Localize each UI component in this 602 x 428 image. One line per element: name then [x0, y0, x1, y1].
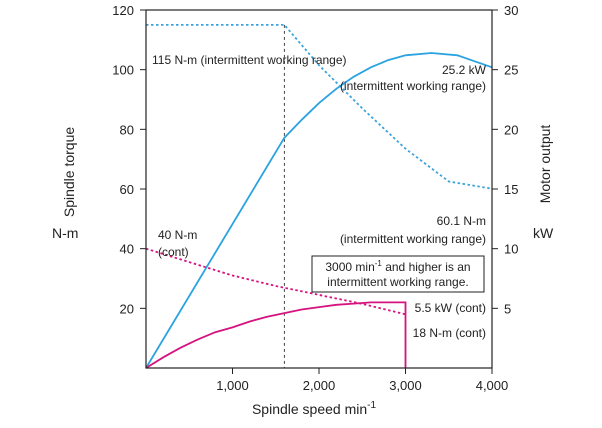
y-right-axis-label: Motor output — [537, 125, 553, 204]
torque-intermittent-line — [146, 24, 493, 190]
note-line-2: intermittent working range. — [327, 275, 468, 289]
y-left-tick-label: 60 — [120, 182, 134, 197]
x-tick-label: 4,000 — [476, 378, 509, 393]
y-left-tick-label: 120 — [112, 3, 134, 18]
y-right-tick-label: 25 — [504, 63, 518, 78]
y-right-tick-label: 15 — [504, 182, 518, 197]
y-right-tick-label: 10 — [504, 242, 518, 257]
label-layer: Spindle torque N-m Motor output kW Spind… — [52, 53, 554, 417]
x-axis-label-main: Spindle speed min — [252, 401, 367, 417]
x-tick-label: 2,000 — [303, 378, 336, 393]
y-left-tick-label: 100 — [112, 63, 134, 78]
annotation-torque-cont-end: 18 N-m (cont) — [413, 326, 486, 340]
y-left-unit-label: N-m — [52, 225, 78, 241]
x-tick-label: 3,000 — [389, 378, 422, 393]
y-left-tick-label: 40 — [120, 242, 134, 257]
y-left-tick-label: 80 — [120, 122, 134, 137]
annotation-torque-cont-value: 40 N-m — [158, 228, 197, 242]
annotation-torque-intermittent: 115 N-m (intermittent working range) — [152, 53, 347, 67]
torque-cont-line — [145, 247, 406, 316]
y-right-tick-label: 30 — [504, 3, 518, 18]
y-left-axis-label: Spindle torque — [61, 127, 77, 218]
annotation-torque-cont-range: (cont) — [158, 245, 189, 259]
annotation-output-cont: 5.5 kW (cont) — [415, 301, 486, 315]
annotation-torque-max-speed-value: 60.1 N-m — [437, 214, 486, 228]
series-layer — [145, 24, 493, 369]
annotation-output-intermittent-value: 25.2 kW — [442, 63, 487, 77]
note-box — [311, 255, 485, 293]
y-left-tick-label: 20 — [120, 301, 134, 316]
y-right-tick-label: 20 — [504, 122, 518, 137]
y-right-unit-label: kW — [533, 225, 554, 241]
x-axis-label: Spindle speed min-1 — [252, 400, 377, 417]
annotation-torque-max-speed-range: (intermittent working range) — [340, 232, 486, 246]
output-intermittent-line — [145, 52, 493, 369]
x-tick-label: 1,000 — [216, 378, 249, 393]
y-right-tick-label: 5 — [504, 301, 511, 316]
note-line-1: 3000 min-1 and higher is an — [325, 259, 470, 274]
x-axis-label-superscript: -1 — [367, 400, 376, 411]
axis-layer: 20 40 60 80 100 120 5 10 15 20 25 30 1,000 2,000 3,000… — [112, 3, 518, 393]
annotation-output-intermittent-range: (intermittent working range) — [340, 79, 486, 93]
note-line-1-part-b: and higher is an — [382, 260, 471, 274]
output-cont-line — [145, 301, 407, 369]
note-line-1-part-a: 3000 min — [325, 260, 374, 274]
note-line-1-superscript: -1 — [375, 259, 383, 268]
